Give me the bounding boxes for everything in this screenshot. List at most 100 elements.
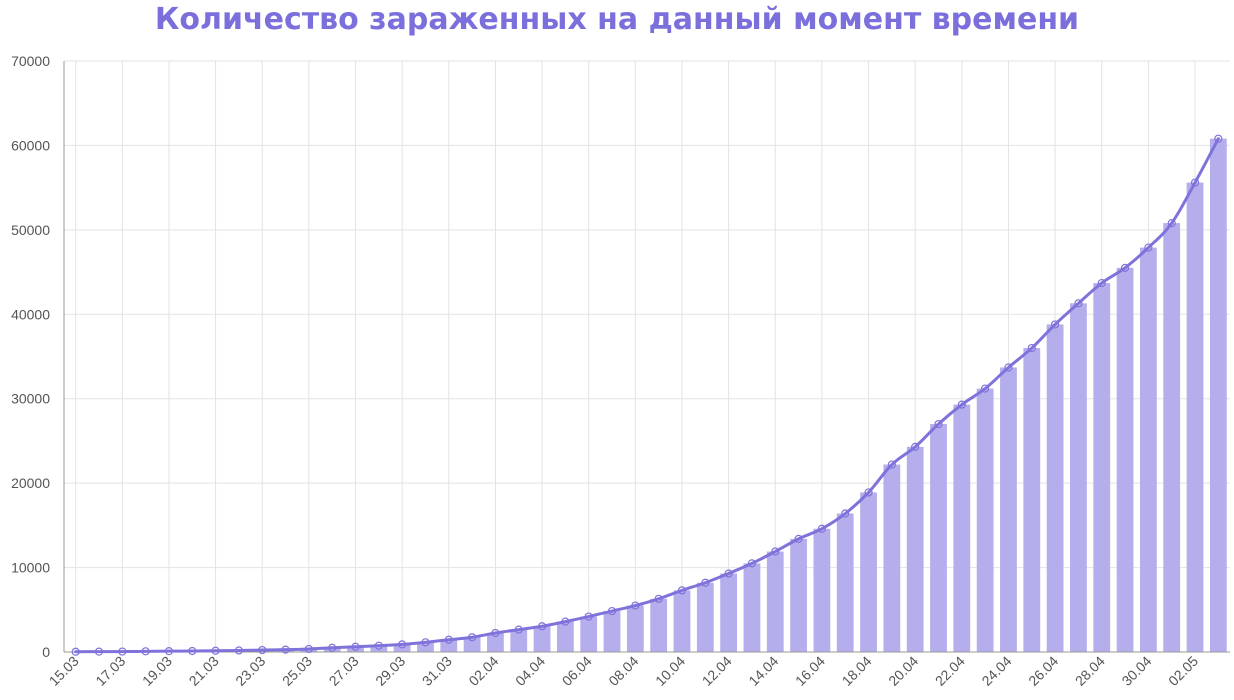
chart-title: Количество зараженных на данный момент в… <box>154 2 1080 37</box>
data-point <box>957 400 966 409</box>
bar <box>790 538 807 652</box>
data-point <box>421 638 430 647</box>
data-point <box>841 509 850 518</box>
data-point <box>1004 363 1013 372</box>
bar <box>1186 182 1204 652</box>
grid <box>64 60 1230 653</box>
data-point <box>491 628 500 638</box>
data-point <box>537 622 547 631</box>
y-tick-label: 10000 <box>11 560 50 576</box>
data-point <box>794 534 803 543</box>
data-point <box>677 586 687 595</box>
bar <box>953 404 971 652</box>
data-point <box>1214 134 1223 143</box>
data-point <box>94 647 104 656</box>
data-point <box>561 617 570 626</box>
y-tick-label: 50000 <box>11 222 50 238</box>
x-tick-label: 02.05 <box>1165 653 1201 689</box>
x-tick-label: 14.04 <box>745 653 781 689</box>
data-point <box>211 646 220 655</box>
bar <box>673 590 691 652</box>
bar <box>743 563 761 652</box>
bar <box>323 647 341 652</box>
data-point <box>1120 263 1130 272</box>
y-tick-label: 30000 <box>11 391 50 407</box>
bar <box>533 626 551 652</box>
bar <box>580 616 598 652</box>
bar <box>906 446 924 652</box>
data-point <box>398 640 407 649</box>
bar <box>836 513 854 652</box>
data-point <box>607 606 617 616</box>
data-point <box>164 647 174 656</box>
data-point <box>1167 219 1176 228</box>
data-point <box>281 645 290 654</box>
data-point <box>1027 343 1036 353</box>
x-tick-label: 10.04 <box>652 653 688 689</box>
data-point <box>1144 243 1153 252</box>
bar <box>440 639 458 652</box>
x-tick-label: 02.04 <box>465 653 501 689</box>
bar <box>650 598 668 652</box>
data-point <box>374 641 383 650</box>
data-point <box>1190 178 1200 187</box>
data-point <box>351 642 360 651</box>
y-tick-label: 60000 <box>11 137 50 153</box>
data-point <box>141 647 150 656</box>
x-tick-label: 04.04 <box>512 653 548 689</box>
x-tick-label: 31.03 <box>419 653 455 689</box>
data-point <box>771 547 780 556</box>
x-tick-label: 18.04 <box>839 653 875 689</box>
y-tick-label: 40000 <box>11 306 50 322</box>
y-tick-label: 20000 <box>11 475 50 491</box>
bar <box>696 582 714 652</box>
data-point <box>911 442 920 451</box>
x-tick-label: 08.04 <box>605 653 641 689</box>
x-tick-label: 06.04 <box>559 653 595 689</box>
data-point <box>444 635 453 644</box>
bar <box>1070 303 1087 652</box>
data-point <box>514 625 523 634</box>
series-line <box>74 137 1220 654</box>
data-point <box>701 578 710 587</box>
bar <box>487 633 504 652</box>
bar <box>603 611 621 652</box>
data-point <box>817 524 827 533</box>
data-point <box>258 645 267 655</box>
data-point <box>584 612 593 621</box>
bar <box>556 621 574 652</box>
bar <box>883 464 901 652</box>
bar <box>1116 267 1134 652</box>
bar <box>720 573 738 652</box>
data-point <box>747 559 757 568</box>
bar <box>976 388 994 652</box>
data-point <box>118 647 127 656</box>
x-tick-label: 22.04 <box>932 653 968 689</box>
x-tick-label: 24.04 <box>978 653 1014 689</box>
axes <box>63 61 1230 653</box>
x-tick-label: 26.04 <box>1025 653 1061 689</box>
data-point <box>1074 299 1083 308</box>
data-point <box>188 646 197 656</box>
bar <box>510 629 528 652</box>
x-tick-labels: 15.03 17.03 19.03 21.03 23.03 25.03 27.03 29.03… <box>46 653 1202 689</box>
line-series <box>71 134 1223 656</box>
x-tick-label: 19.03 <box>139 653 175 689</box>
x-tick-label: 29.03 <box>372 653 408 689</box>
bar <box>300 648 318 652</box>
x-tick-label: 23.03 <box>232 653 268 689</box>
bar <box>860 492 877 652</box>
data-point <box>468 633 477 642</box>
bar <box>1209 138 1227 652</box>
x-tick-label: 28.04 <box>1072 653 1108 689</box>
x-tick-label: 30.04 <box>1118 653 1154 689</box>
data-point <box>724 569 733 578</box>
x-tick-label: 16.04 <box>792 653 828 689</box>
x-tick-label: 25.03 <box>279 653 315 689</box>
bar <box>626 605 644 652</box>
x-tick-label: 15.03 <box>46 653 82 689</box>
data-point <box>71 647 80 656</box>
data-point <box>1097 278 1106 288</box>
bar <box>766 551 784 652</box>
